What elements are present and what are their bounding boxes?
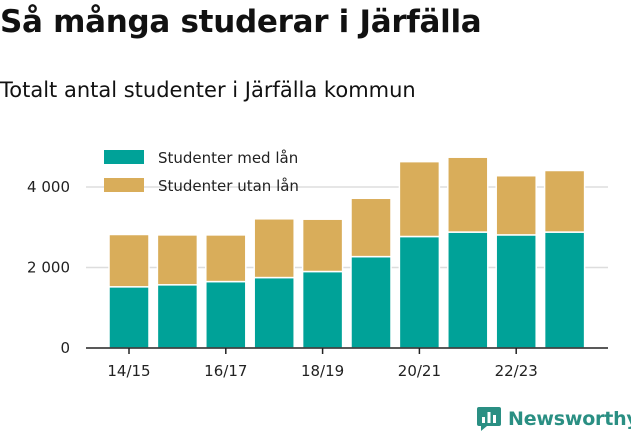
bar-without-loan [156, 234, 199, 286]
bar-with-loan [156, 284, 199, 349]
legend-label: Studenter med lån [158, 149, 298, 167]
legend-swatch [104, 150, 144, 164]
bar-without-loan [253, 218, 295, 279]
legend-label: Studenter utan lån [158, 177, 299, 195]
bar-without-loan [543, 169, 586, 233]
brand-name: Newsworthy [508, 408, 631, 430]
axes: 0 2 000 4 000 14/15 16/17 18/19 20/21 22/23 [27, 178, 608, 380]
x-tick-label: 18/19 [301, 362, 344, 380]
bar-with-loan [398, 235, 441, 349]
chart-title: Så många studerar i Järfälla [0, 4, 482, 40]
bar-without-loan [398, 160, 441, 238]
bar-without-loan [301, 218, 344, 273]
x-tick-label: 22/23 [495, 362, 538, 380]
x-tick-label: 16/17 [204, 362, 247, 380]
bar-without-loan [447, 156, 489, 233]
brand-logo: Newsworthy [476, 406, 631, 432]
bar-with-loan [350, 255, 392, 349]
bar-with-loan [495, 234, 537, 349]
chart-subtitle: Totalt antal studenter i Järfälla kommun [0, 78, 416, 102]
bar-without-loan [495, 174, 537, 236]
bar-with-loan [205, 280, 247, 349]
y-tick-label: 0 [60, 339, 70, 357]
bar-with-loan [253, 276, 295, 349]
bar-without-loan [350, 197, 392, 258]
legend: Studenter med lån Studenter utan lån [104, 149, 299, 195]
bar-without-loan [108, 233, 150, 288]
y-tick-label: 4 000 [27, 178, 70, 196]
x-tick-label: 14/15 [107, 362, 150, 380]
bars [108, 156, 586, 349]
legend-swatch [104, 178, 144, 192]
y-tick-label: 2 000 [27, 259, 70, 277]
x-tick-label: 20/21 [398, 362, 441, 380]
bar-with-loan [543, 231, 586, 349]
bar-with-loan [108, 286, 150, 349]
bar-chart-logo-icon [477, 407, 501, 431]
bar-without-loan [205, 234, 247, 283]
bar-with-loan [447, 231, 489, 349]
bar-with-loan [301, 270, 344, 349]
